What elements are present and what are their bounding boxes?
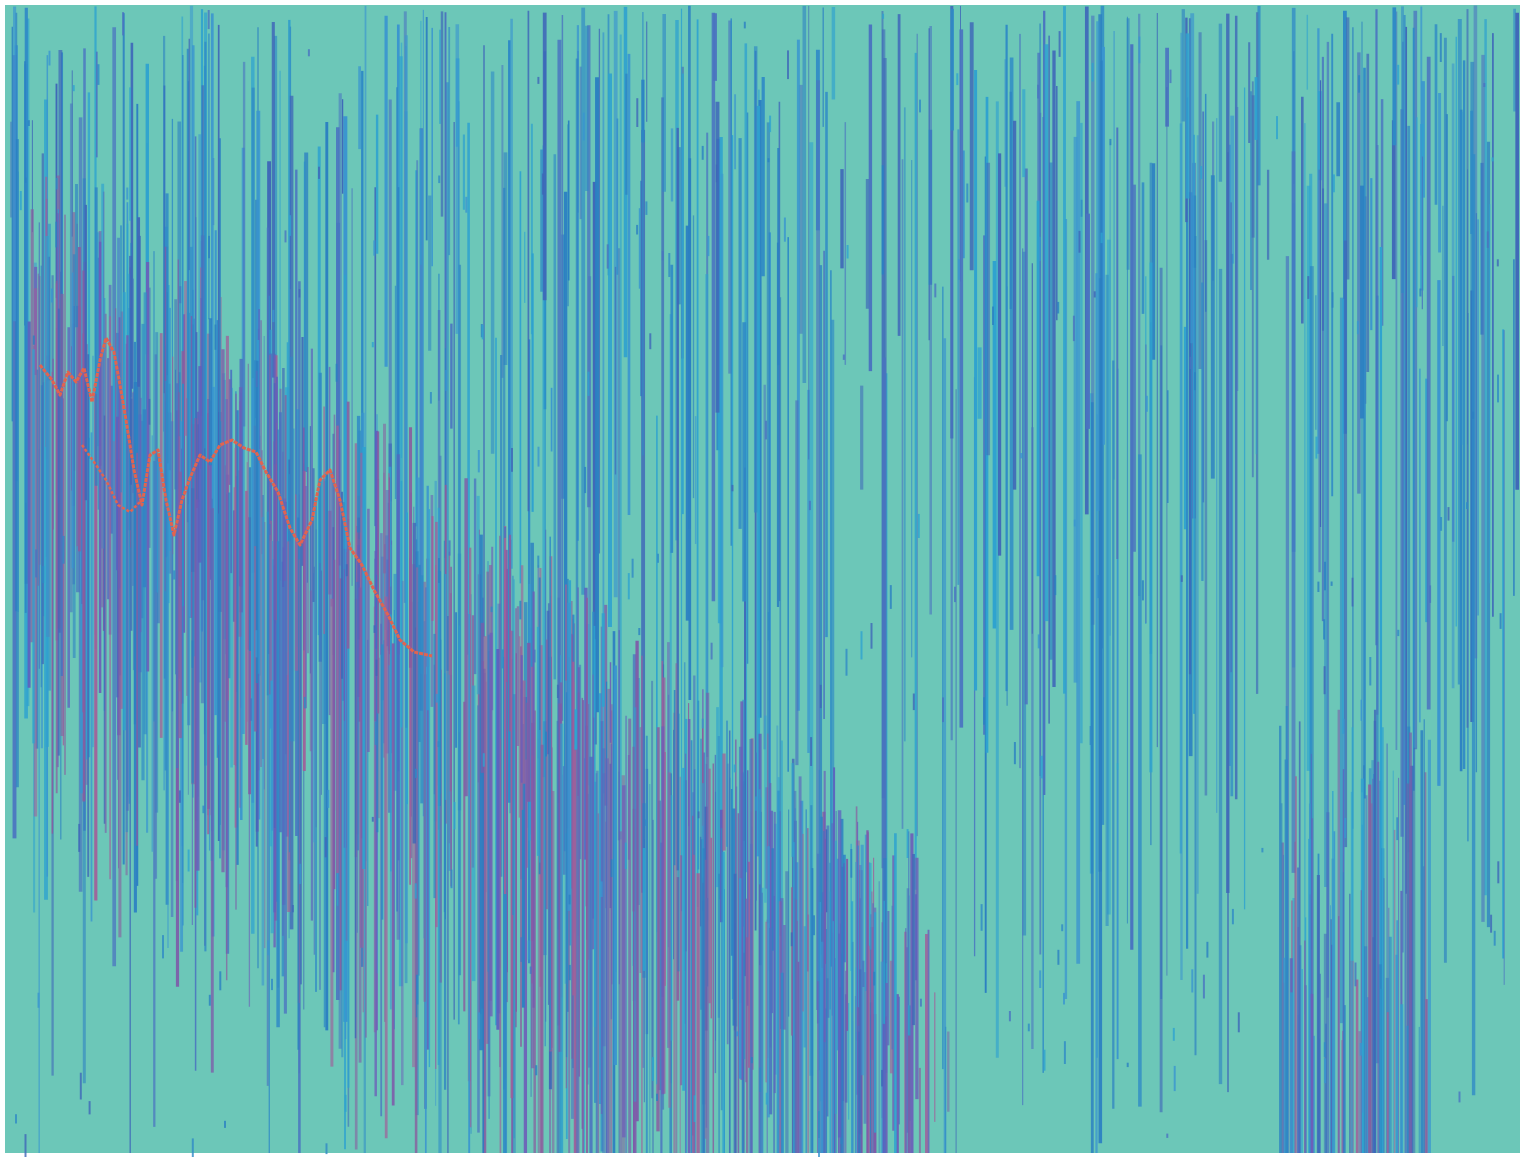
red-trace — [38, 336, 433, 658]
stripes — [10, 5, 1520, 1157]
red-trace — [80, 444, 143, 514]
